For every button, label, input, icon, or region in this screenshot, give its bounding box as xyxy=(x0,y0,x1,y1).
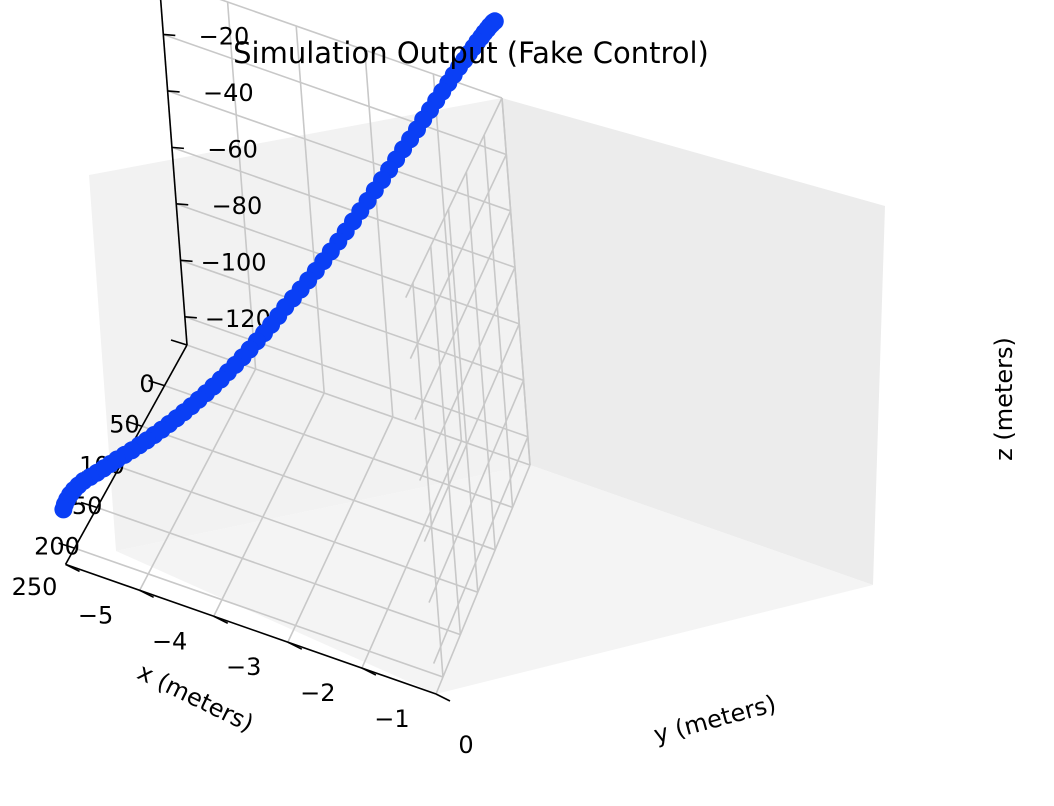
y-tick-label: 0 xyxy=(458,731,473,759)
y-tick-label: −5 xyxy=(78,601,113,629)
z-grid-line xyxy=(414,210,512,420)
x-tick-label: 200 xyxy=(34,533,80,561)
x-grid-line xyxy=(465,171,496,550)
y-grid-line xyxy=(432,73,463,442)
z-grid-line xyxy=(171,146,516,269)
z-tick-mark xyxy=(180,259,193,263)
x-grid-line xyxy=(141,425,496,551)
z-grid-line xyxy=(432,436,529,664)
pane-right xyxy=(502,98,885,585)
x-grid-line xyxy=(483,134,514,508)
y-tick-mark xyxy=(65,563,80,573)
z-tick-mark xyxy=(167,90,180,93)
y-grid-line xyxy=(501,97,531,466)
y-tick-mark xyxy=(213,615,229,624)
y-tick-label: −4 xyxy=(152,627,187,655)
x-tick-mark xyxy=(170,339,188,346)
y-grid-line xyxy=(435,464,531,695)
x-grid-line xyxy=(447,208,479,593)
z-grid-line xyxy=(163,33,507,156)
x-grid-line xyxy=(74,547,444,678)
z-tick-mark xyxy=(163,33,176,37)
z-grid-line xyxy=(418,267,516,481)
y-grid-line xyxy=(287,416,394,643)
x-tick-label: 250 xyxy=(12,573,58,601)
z-grid-line xyxy=(184,316,529,438)
x-grid-line xyxy=(96,506,461,636)
z-tick-label: −40 xyxy=(203,79,254,107)
y-grid-line xyxy=(364,49,394,418)
data-point xyxy=(54,500,73,519)
chart-title: Simulation Output (Fake Control) xyxy=(233,36,709,70)
z-tick-mark xyxy=(171,146,184,150)
y-grid-line xyxy=(138,368,257,591)
y-tick-label: −3 xyxy=(226,653,261,681)
z-tick-label: −60 xyxy=(207,135,258,163)
z-grid-line xyxy=(167,90,511,212)
z-axis-label: z (meters) xyxy=(990,337,1018,461)
z-grid-line xyxy=(405,97,503,298)
x-tick-label: 0 xyxy=(139,370,154,398)
y-grid-line xyxy=(226,1,257,370)
x-tick-label: 50 xyxy=(109,411,140,439)
z-grid-line xyxy=(175,203,520,325)
z-grid-line xyxy=(423,323,520,542)
pane-floor xyxy=(116,465,873,694)
y-tick-mark xyxy=(361,667,377,676)
z-axis-line xyxy=(159,0,188,346)
x-tick-mark xyxy=(80,501,98,509)
x-grid-line xyxy=(119,466,479,593)
z-tick-mark xyxy=(184,315,197,319)
z-tick-mark xyxy=(176,203,189,206)
z-tick-label: −20 xyxy=(199,22,250,50)
x-tick-mark xyxy=(148,379,165,387)
z-tick-label: −80 xyxy=(212,192,263,220)
z-tick-label: −100 xyxy=(201,248,267,276)
y-tick-mark xyxy=(287,641,303,650)
y-axis-label: y (meters) xyxy=(651,690,779,749)
x-grid-line xyxy=(164,384,513,509)
y-axis-line xyxy=(65,563,437,695)
y-grid-line xyxy=(361,440,463,669)
y-tick-label: −2 xyxy=(300,679,335,707)
y-tick-mark xyxy=(139,589,155,599)
z-grid-line xyxy=(409,154,508,359)
x-tick-mark xyxy=(58,542,75,549)
x-grid-line xyxy=(429,245,462,635)
z-grid-line xyxy=(428,379,525,603)
x-grid-line xyxy=(412,282,444,678)
y-grid-line xyxy=(295,25,325,394)
data-points xyxy=(54,12,504,519)
y-tick-mark xyxy=(435,693,451,702)
x-tick-mark xyxy=(125,420,143,428)
z-grid-line xyxy=(180,259,524,382)
y-tick-label: −1 xyxy=(374,705,409,733)
axes xyxy=(58,0,451,702)
y-grid-line xyxy=(213,392,325,617)
